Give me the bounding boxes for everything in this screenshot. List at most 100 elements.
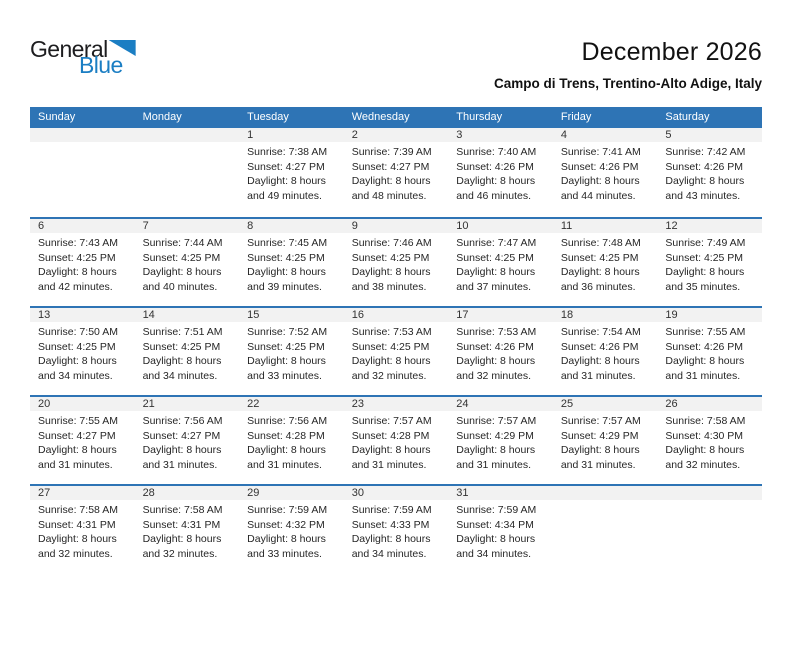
sunrise-text: Sunrise: 7:53 AM xyxy=(456,326,537,338)
day-info: Sunrise: 7:41 AM Sunset: 4:26 PM Daylight:… xyxy=(553,142,658,203)
daylight-text: Daylight: 8 hours and 31 minutes. xyxy=(560,444,640,471)
day-number: 26 xyxy=(657,397,762,411)
sunset-text: Sunset: 4:25 PM xyxy=(38,340,116,353)
daylight-text: Daylight: 8 hours and 44 minutes. xyxy=(560,175,640,202)
sunrise-text: Sunrise: 7:55 AM xyxy=(38,415,118,427)
day-number: 6 xyxy=(30,219,135,233)
sunrise-text: Sunrise: 7:56 AM xyxy=(142,415,223,427)
day-info: Sunrise: 7:53 AM Sunset: 4:26 PM Daylight:… xyxy=(448,322,553,383)
sunrise-text: Sunrise: 7:58 AM xyxy=(665,415,746,427)
sunrise-text: Sunrise: 7:46 AM xyxy=(351,237,432,249)
daylight-text: Daylight: 8 hours and 46 minutes. xyxy=(456,175,536,202)
sunset-text: Sunset: 4:25 PM xyxy=(142,340,221,353)
day-number xyxy=(134,128,240,142)
day-number: 31 xyxy=(448,486,553,500)
sunset-text: Sunset: 4:25 PM xyxy=(38,251,116,264)
day-cell-19: 19 Sunrise: 7:55 AM Sunset: 4:26 PM Dayligh… xyxy=(657,308,762,395)
sunset-text: Sunset: 4:26 PM xyxy=(456,160,534,173)
sunset-text: Sunset: 4:25 PM xyxy=(247,340,325,353)
day-number: 25 xyxy=(552,397,658,411)
day-info: Sunrise: 7:38 AM Sunset: 4:27 PM Daylight:… xyxy=(239,142,344,203)
day-cell-28: 28 Sunrise: 7:58 AM Sunset: 4:31 PM Dayligh… xyxy=(134,486,240,573)
sunset-text: Sunset: 4:26 PM xyxy=(560,160,639,173)
day-info: Sunrise: 7:39 AM Sunset: 4:27 PM Daylight:… xyxy=(344,142,449,203)
day-info: Sunrise: 7:56 AM Sunset: 4:27 PM Daylight:… xyxy=(135,411,240,472)
sunset-text: Sunset: 4:25 PM xyxy=(665,251,744,264)
daylight-text: Daylight: 8 hours and 49 minutes. xyxy=(247,175,326,202)
sunset-text: Sunset: 4:31 PM xyxy=(38,518,116,531)
day-info: Sunrise: 7:46 AM Sunset: 4:25 PM Daylight:… xyxy=(344,233,449,294)
sunrise-text: Sunrise: 7:55 AM xyxy=(665,326,746,338)
daylight-text: Daylight: 8 hours and 48 minutes. xyxy=(351,175,431,202)
sunset-text: Sunset: 4:25 PM xyxy=(351,251,430,264)
daylight-text: Daylight: 8 hours and 31 minutes. xyxy=(456,444,536,471)
sunrise-text: Sunrise: 7:47 AM xyxy=(456,237,537,249)
sunset-text: Sunset: 4:30 PM xyxy=(665,429,744,442)
sunset-text: Sunset: 4:26 PM xyxy=(665,340,744,353)
empty-day-cell xyxy=(552,486,658,573)
sunrise-text: Sunrise: 7:58 AM xyxy=(38,504,118,516)
day-info: Sunrise: 7:49 AM Sunset: 4:25 PM Daylight:… xyxy=(657,233,762,294)
day-cell-26: 26 Sunrise: 7:58 AM Sunset: 4:30 PM Dayligh… xyxy=(657,397,762,484)
day-number: 17 xyxy=(448,308,553,322)
daylight-text: Daylight: 8 hours and 32 minutes. xyxy=(38,533,117,560)
day-cell-5: 5 Sunrise: 7:42 AM Sunset: 4:26 PM Daylight… xyxy=(657,128,762,217)
sunrise-text: Sunrise: 7:40 AM xyxy=(456,146,537,158)
day-cell-6: 6 Sunrise: 7:43 AM Sunset: 4:25 PM Daylight… xyxy=(30,219,135,306)
weekday-header-saturday: Saturday xyxy=(665,111,710,123)
day-number xyxy=(552,486,658,500)
day-cell-23: 23 Sunrise: 7:57 AM Sunset: 4:28 PM Dayligh… xyxy=(343,397,449,484)
sunrise-text: Sunrise: 7:39 AM xyxy=(351,146,432,158)
day-info: Sunrise: 7:57 AM Sunset: 4:29 PM Daylight:… xyxy=(448,411,553,472)
day-cell-31: 31 Sunrise: 7:59 AM Sunset: 4:34 PM Dayligh… xyxy=(448,486,553,573)
empty-day-cell xyxy=(30,128,135,217)
sunrise-text: Sunrise: 7:59 AM xyxy=(247,504,328,516)
day-info: Sunrise: 7:57 AM Sunset: 4:29 PM Daylight:… xyxy=(553,411,658,472)
sunrise-text: Sunrise: 7:51 AM xyxy=(142,326,223,338)
week-row-5: 27 Sunrise: 7:58 AM Sunset: 4:31 PM Dayligh… xyxy=(30,484,762,573)
day-info: Sunrise: 7:55 AM Sunset: 4:26 PM Daylight:… xyxy=(657,322,762,383)
day-info: Sunrise: 7:51 AM Sunset: 4:25 PM Daylight:… xyxy=(135,322,240,383)
day-number: 29 xyxy=(239,486,344,500)
weeks-container: 1 Sunrise: 7:38 AM Sunset: 4:27 PM Daylight… xyxy=(30,128,762,573)
daylight-text: Daylight: 8 hours and 31 minutes. xyxy=(351,444,431,471)
sunset-text: Sunset: 4:25 PM xyxy=(247,251,325,264)
day-number: 28 xyxy=(134,486,240,500)
sunrise-text: Sunrise: 7:59 AM xyxy=(351,504,432,516)
day-cell-17: 17 Sunrise: 7:53 AM Sunset: 4:26 PM Dayligh… xyxy=(448,308,553,395)
day-info: Sunrise: 7:59 AM Sunset: 4:34 PM Daylight:… xyxy=(448,500,553,561)
day-cell-22: 22 Sunrise: 7:56 AM Sunset: 4:28 PM Dayligh… xyxy=(239,397,344,484)
day-number: 1 xyxy=(239,128,344,142)
day-info: Sunrise: 7:48 AM Sunset: 4:25 PM Daylight:… xyxy=(553,233,658,294)
day-number: 19 xyxy=(657,308,762,322)
sunset-text: Sunset: 4:25 PM xyxy=(456,251,534,264)
sunset-text: Sunset: 4:27 PM xyxy=(351,160,430,173)
daylight-text: Daylight: 8 hours and 38 minutes. xyxy=(351,266,431,293)
day-number: 11 xyxy=(552,219,658,233)
sunrise-text: Sunrise: 7:42 AM xyxy=(665,146,746,158)
sunset-text: Sunset: 4:25 PM xyxy=(351,340,430,353)
daylight-text: Daylight: 8 hours and 34 minutes. xyxy=(351,533,431,560)
day-cell-21: 21 Sunrise: 7:56 AM Sunset: 4:27 PM Dayligh… xyxy=(134,397,240,484)
calendar-page: General Blue December 2026 Campo di Tren… xyxy=(0,38,792,650)
daylight-text: Daylight: 8 hours and 33 minutes. xyxy=(247,355,326,382)
sunrise-text: Sunrise: 7:44 AM xyxy=(142,237,223,249)
sunrise-text: Sunrise: 7:49 AM xyxy=(665,237,746,249)
sunrise-text: Sunrise: 7:59 AM xyxy=(456,504,537,516)
sunset-text: Sunset: 4:32 PM xyxy=(247,518,325,531)
daylight-text: Daylight: 8 hours and 31 minutes. xyxy=(247,444,326,471)
daylight-text: Daylight: 8 hours and 32 minutes. xyxy=(665,444,745,471)
day-info: Sunrise: 7:58 AM Sunset: 4:30 PM Daylight:… xyxy=(657,411,762,472)
sunset-text: Sunset: 4:28 PM xyxy=(351,429,430,442)
day-cell-16: 16 Sunrise: 7:53 AM Sunset: 4:25 PM Dayligh… xyxy=(343,308,449,395)
daylight-text: Daylight: 8 hours and 31 minutes. xyxy=(38,444,117,471)
day-info: Sunrise: 7:47 AM Sunset: 4:25 PM Daylight:… xyxy=(448,233,553,294)
day-cell-18: 18 Sunrise: 7:54 AM Sunset: 4:26 PM Dayligh… xyxy=(552,308,658,395)
daylight-text: Daylight: 8 hours and 31 minutes. xyxy=(560,355,640,382)
day-cell-4: 4 Sunrise: 7:41 AM Sunset: 4:26 PM Daylight… xyxy=(552,128,658,217)
page-header: General Blue December 2026 Campo di Tren… xyxy=(30,38,762,98)
sunset-text: Sunset: 4:26 PM xyxy=(560,340,639,353)
calendar-grid: Sunday Monday Tuesday Wednesday Thursday… xyxy=(30,107,762,573)
sunset-text: Sunset: 4:26 PM xyxy=(665,160,744,173)
week-row-3: 13 Sunrise: 7:50 AM Sunset: 4:25 PM Dayligh… xyxy=(30,306,762,395)
